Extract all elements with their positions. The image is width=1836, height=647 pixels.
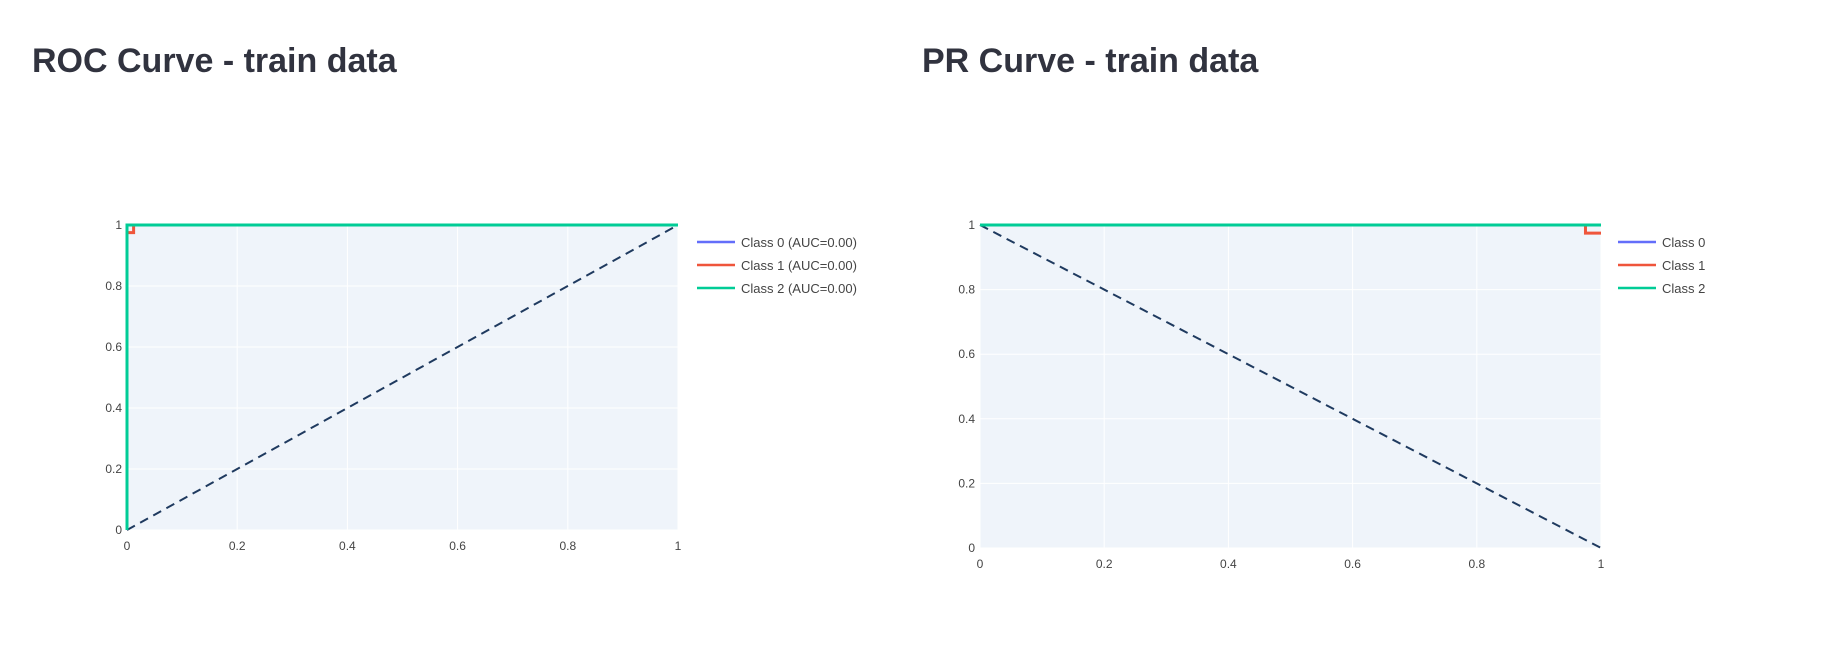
legend-label: Class 1 (AUC=0.00) [741,258,857,273]
pr-chart-title: PR Curve - train data [922,42,1259,80]
x-tick-label: 0.2 [1096,557,1113,571]
legend-label: Class 2 [1662,281,1705,296]
y-tick-label: 0.6 [958,347,975,361]
roc-chart: 0 0.2 0.4 0.6 0.8 1 0 0.2 0.4 0.6 0.8 1 Class 0 (AUC… [105,218,857,553]
x-tick-label: 0.4 [339,539,356,553]
x-tick-label: 0.4 [1220,557,1237,571]
y-tick-label: 0.2 [105,462,122,476]
y-tick-label: 0 [968,541,975,555]
x-tick-label: 1 [1598,557,1605,571]
plot-area [127,225,678,530]
x-tick-label: 0.6 [1344,557,1361,571]
x-tick-label: 0.8 [559,539,576,553]
reference-line [979,224,1602,549]
y-tick-label: 0.6 [105,340,122,354]
legend: Class 0 (AUC=0.00) Class 1 (AUC=0.00) Clas… [697,235,857,296]
legend-label: Class 1 [1662,258,1705,273]
roc-panel: ROC Curve - train data 0 0.2 0.4 0.6 0.8 1 0 0.… [0,0,880,647]
x-tick-label: 0.8 [1468,557,1485,571]
x-tick-label: 1 [675,539,682,553]
legend-label: Class 0 (AUC=0.00) [741,235,857,250]
y-tick-label: 0.2 [958,476,975,490]
pr-panel: PR Curve - train data 0 0.2 0.4 0.6 0.8 1 0 0.2… [918,0,1798,647]
series-line-class-2 [125,223,678,530]
x-tick-label: 0.2 [229,539,246,553]
y-tick-label: 0.8 [958,283,975,297]
legend-label: Class 2 (AUC=0.00) [741,281,857,296]
legend-label: Class 0 [1662,235,1705,250]
y-tick-label: 1 [115,218,122,232]
y-tick-label: 0.4 [958,412,975,426]
x-tick-label: 0.6 [449,539,466,553]
roc-chart-title: ROC Curve - train data [32,42,397,80]
x-tick-label: 0 [124,539,131,553]
y-tick-label: 0.4 [105,401,122,415]
y-tick-label: 1 [968,218,975,232]
legend: Class 0 Class 1 Class 2 [1618,235,1705,296]
y-tick-label: 0.8 [105,279,122,293]
y-tick-label: 0 [115,523,122,537]
x-tick-label: 0 [977,557,984,571]
